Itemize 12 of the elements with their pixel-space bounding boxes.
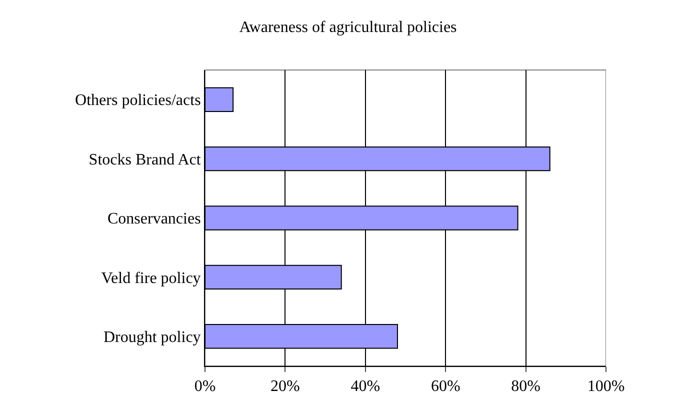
y-tick-label: Drought policy <box>103 329 201 346</box>
y-tick-label: Stocks Brand Act <box>88 151 202 168</box>
x-tick-label: 100% <box>587 378 625 396</box>
x-tick-label: 60% <box>430 378 460 396</box>
chart-title: Awareness of agricultural policies <box>239 18 457 36</box>
x-tick-label: 0% <box>194 378 216 396</box>
y-tick-label: Veld fire policy <box>101 270 201 287</box>
y-tick-label: Others policies/acts <box>75 92 201 110</box>
x-tick-label: 80% <box>511 378 540 396</box>
y-tick-label: Conservancies <box>107 210 201 228</box>
x-tick-label: 20% <box>270 378 300 396</box>
x-tick-label: 40% <box>350 378 380 396</box>
